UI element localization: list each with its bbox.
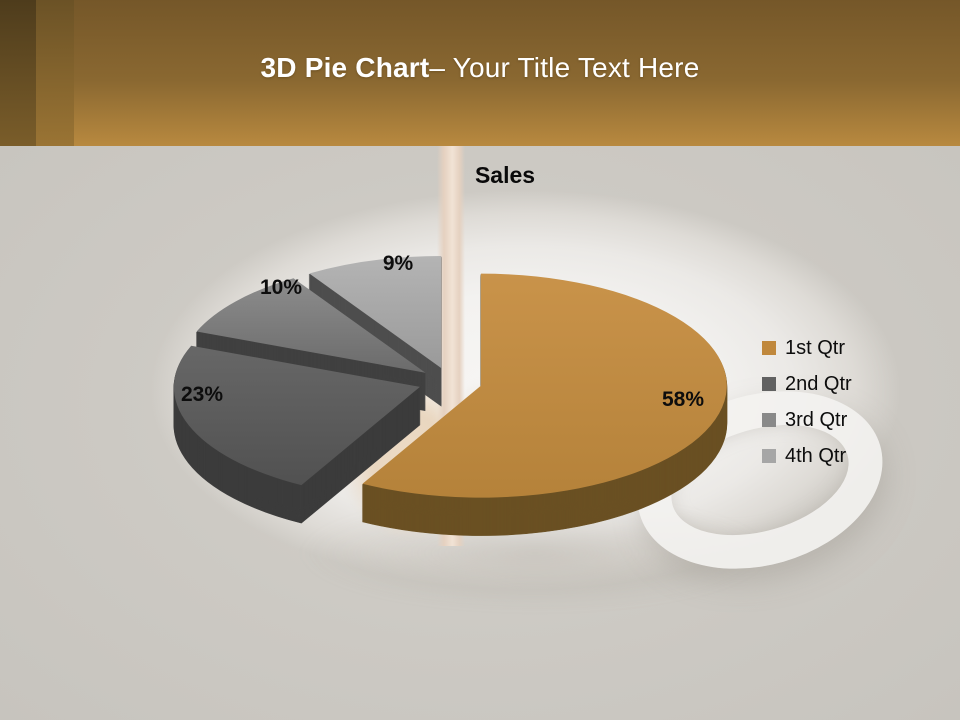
legend-label: 1st Qtr [785,336,846,359]
legend-label: 2nd Qtr [785,372,852,395]
pie-slice-2nd-qtr [173,345,421,524]
slide-title-bold: 3D Pie Chart [260,52,430,83]
data-label-1st-qtr: 58% [661,388,705,411]
legend-swatch [762,449,776,463]
chart-title: Sales [474,162,536,188]
legend-swatch [762,341,776,355]
slide-header: 3D Pie Chart– Your Title Text Here [0,0,960,146]
pie-slice-1st-qtr [361,273,728,536]
legend-label: 3rd Qtr [785,408,848,431]
header-accent-band-dark [0,0,36,146]
legend-item-4th-qtr: 4th Qtr [762,438,852,474]
pie-slice-3rd-qtr [196,278,426,411]
legend-item-1st-qtr: 1st Qtr [762,330,852,366]
chart-legend: 1st Qtr 2nd Qtr 3rd Qtr 4th Qtr [762,330,852,474]
slide-title-regular: – Your Title Text Here [429,52,700,83]
data-label-4th-qtr: 9% [382,252,414,275]
legend-item-3rd-qtr: 3rd Qtr [762,402,852,438]
header-accent-band-medium [36,0,74,146]
legend-swatch [762,377,776,391]
legend-item-2nd-qtr: 2nd Qtr [762,366,852,402]
slide-title: 3D Pie Chart– Your Title Text Here [0,52,960,84]
chart-area: Sales 58% 23% 10% 9% 1st Qtr 2nd Qtr 3rd Qtr 4… [0,146,960,720]
data-label-3rd-qtr: 10% [259,276,303,299]
pie-chart [173,256,728,536]
legend-swatch [762,413,776,427]
legend-label: 4th Qtr [785,444,847,467]
data-label-2nd-qtr: 23% [180,383,224,406]
